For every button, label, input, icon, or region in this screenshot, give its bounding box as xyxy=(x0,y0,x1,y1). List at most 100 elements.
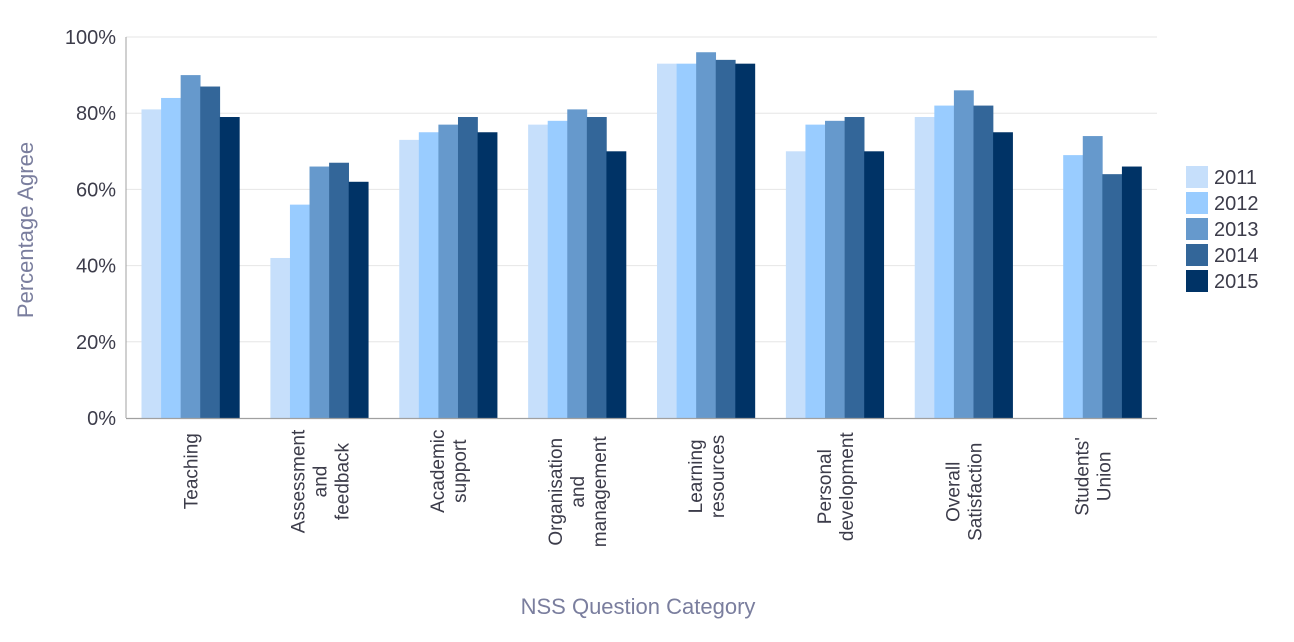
bar xyxy=(567,109,588,418)
bar xyxy=(1063,155,1084,419)
category-label: Teaching xyxy=(181,433,202,509)
bar xyxy=(657,63,677,419)
category-label-line: and xyxy=(310,466,331,498)
legend-item: 2015 xyxy=(1186,270,1259,293)
bar xyxy=(1121,166,1142,418)
legend-label: 2015 xyxy=(1214,271,1259,293)
category-label-line: support xyxy=(450,439,471,503)
legend: 2011 2012 2013 2014 2015 xyxy=(1186,166,1259,293)
bar xyxy=(270,257,291,418)
bar xyxy=(418,132,439,418)
legend-item: 2014 xyxy=(1186,244,1259,267)
y-tick-labels: 0% 20% 40% 60% 80% 100% xyxy=(65,27,116,430)
bar xyxy=(348,181,369,418)
bar xyxy=(477,132,498,418)
bar xyxy=(438,124,459,418)
axes xyxy=(125,37,1157,420)
legend-label: 2012 xyxy=(1214,193,1259,215)
bar-group xyxy=(785,117,885,419)
x-category-labels: Teaching Assessment and feedback Academic sup… xyxy=(181,429,1115,547)
legend-item: 2013 xyxy=(1186,218,1259,241)
bar xyxy=(825,120,845,418)
bar xyxy=(161,97,181,419)
bar xyxy=(1082,136,1103,418)
bar xyxy=(1102,174,1123,418)
bars xyxy=(141,52,1142,419)
category-label: Assessment and feedback xyxy=(288,429,353,533)
bar xyxy=(141,109,162,418)
category-label-line: Assessment xyxy=(288,429,309,533)
bar xyxy=(914,117,935,418)
category-label-line: Satisfaction xyxy=(966,443,987,541)
category-label: Academic support xyxy=(428,429,471,512)
bar xyxy=(993,132,1013,418)
category-label-line: management xyxy=(590,436,611,548)
bar xyxy=(457,117,478,418)
category-label-line: Learning xyxy=(686,439,707,513)
category-label-line: Organisation xyxy=(546,438,567,546)
category-label-line: and xyxy=(568,476,589,508)
bar xyxy=(735,63,756,419)
category-label-line: Overall xyxy=(944,462,965,522)
x-axis-title: NSS Question Category xyxy=(521,594,756,619)
bar-group xyxy=(270,162,369,418)
legend-label: 2011 xyxy=(1214,167,1257,189)
bar-group xyxy=(399,117,498,418)
legend-swatch xyxy=(1186,166,1208,188)
category-label-line: resources xyxy=(708,435,729,518)
category-label: Overall Satisfaction xyxy=(944,443,987,541)
category-label: Learning resources xyxy=(686,435,729,518)
y-tick-label: 40% xyxy=(76,256,116,278)
category-label-line: Personal xyxy=(815,449,836,524)
bar xyxy=(696,52,717,419)
y-tick-label: 60% xyxy=(76,179,116,201)
bar xyxy=(586,117,607,418)
bar xyxy=(219,117,240,418)
category-label-line: Union xyxy=(1095,452,1116,502)
bar xyxy=(934,105,955,418)
category-label-line: development xyxy=(837,432,858,542)
bar xyxy=(785,151,806,419)
category-label-line: feedback xyxy=(332,442,353,520)
bar xyxy=(399,139,420,418)
y-tick-label: 20% xyxy=(76,332,116,354)
legend-label: 2014 xyxy=(1214,245,1259,267)
y-axis-title: Percentage Agree xyxy=(13,142,38,318)
category-label: Students' Union xyxy=(1073,437,1116,516)
bar-group xyxy=(528,109,627,419)
bar-group xyxy=(657,52,756,419)
bar xyxy=(864,151,885,419)
y-tick-label: 100% xyxy=(65,27,116,49)
y-tick-label: 0% xyxy=(87,408,116,430)
category-label-line: Students' xyxy=(1073,437,1094,516)
bar xyxy=(715,59,736,419)
category-label: Organisation and management xyxy=(546,436,611,548)
bar xyxy=(180,75,201,418)
bar xyxy=(289,204,310,418)
bar xyxy=(805,124,826,418)
bar-group xyxy=(141,75,240,419)
legend-label: 2013 xyxy=(1214,219,1259,241)
bar xyxy=(309,166,330,418)
legend-swatch xyxy=(1186,218,1208,240)
bar xyxy=(676,63,697,419)
legend-swatch xyxy=(1186,244,1208,266)
category-label-line: Academic xyxy=(428,429,449,512)
bar xyxy=(606,151,627,419)
bar xyxy=(953,90,974,418)
category-label: Personal development xyxy=(815,432,858,542)
category-label-line: Teaching xyxy=(181,433,202,509)
legend-item: 2011 xyxy=(1186,166,1257,189)
bar xyxy=(973,105,994,418)
bar xyxy=(200,86,221,418)
bar-group xyxy=(1063,136,1142,419)
legend-swatch xyxy=(1186,192,1208,214)
legend-swatch xyxy=(1186,270,1208,292)
legend-item: 2012 xyxy=(1186,192,1259,215)
bar xyxy=(528,124,549,418)
bar xyxy=(844,117,865,418)
bar xyxy=(329,162,349,418)
bar xyxy=(547,120,568,418)
y-tick-label: 80% xyxy=(76,103,116,125)
